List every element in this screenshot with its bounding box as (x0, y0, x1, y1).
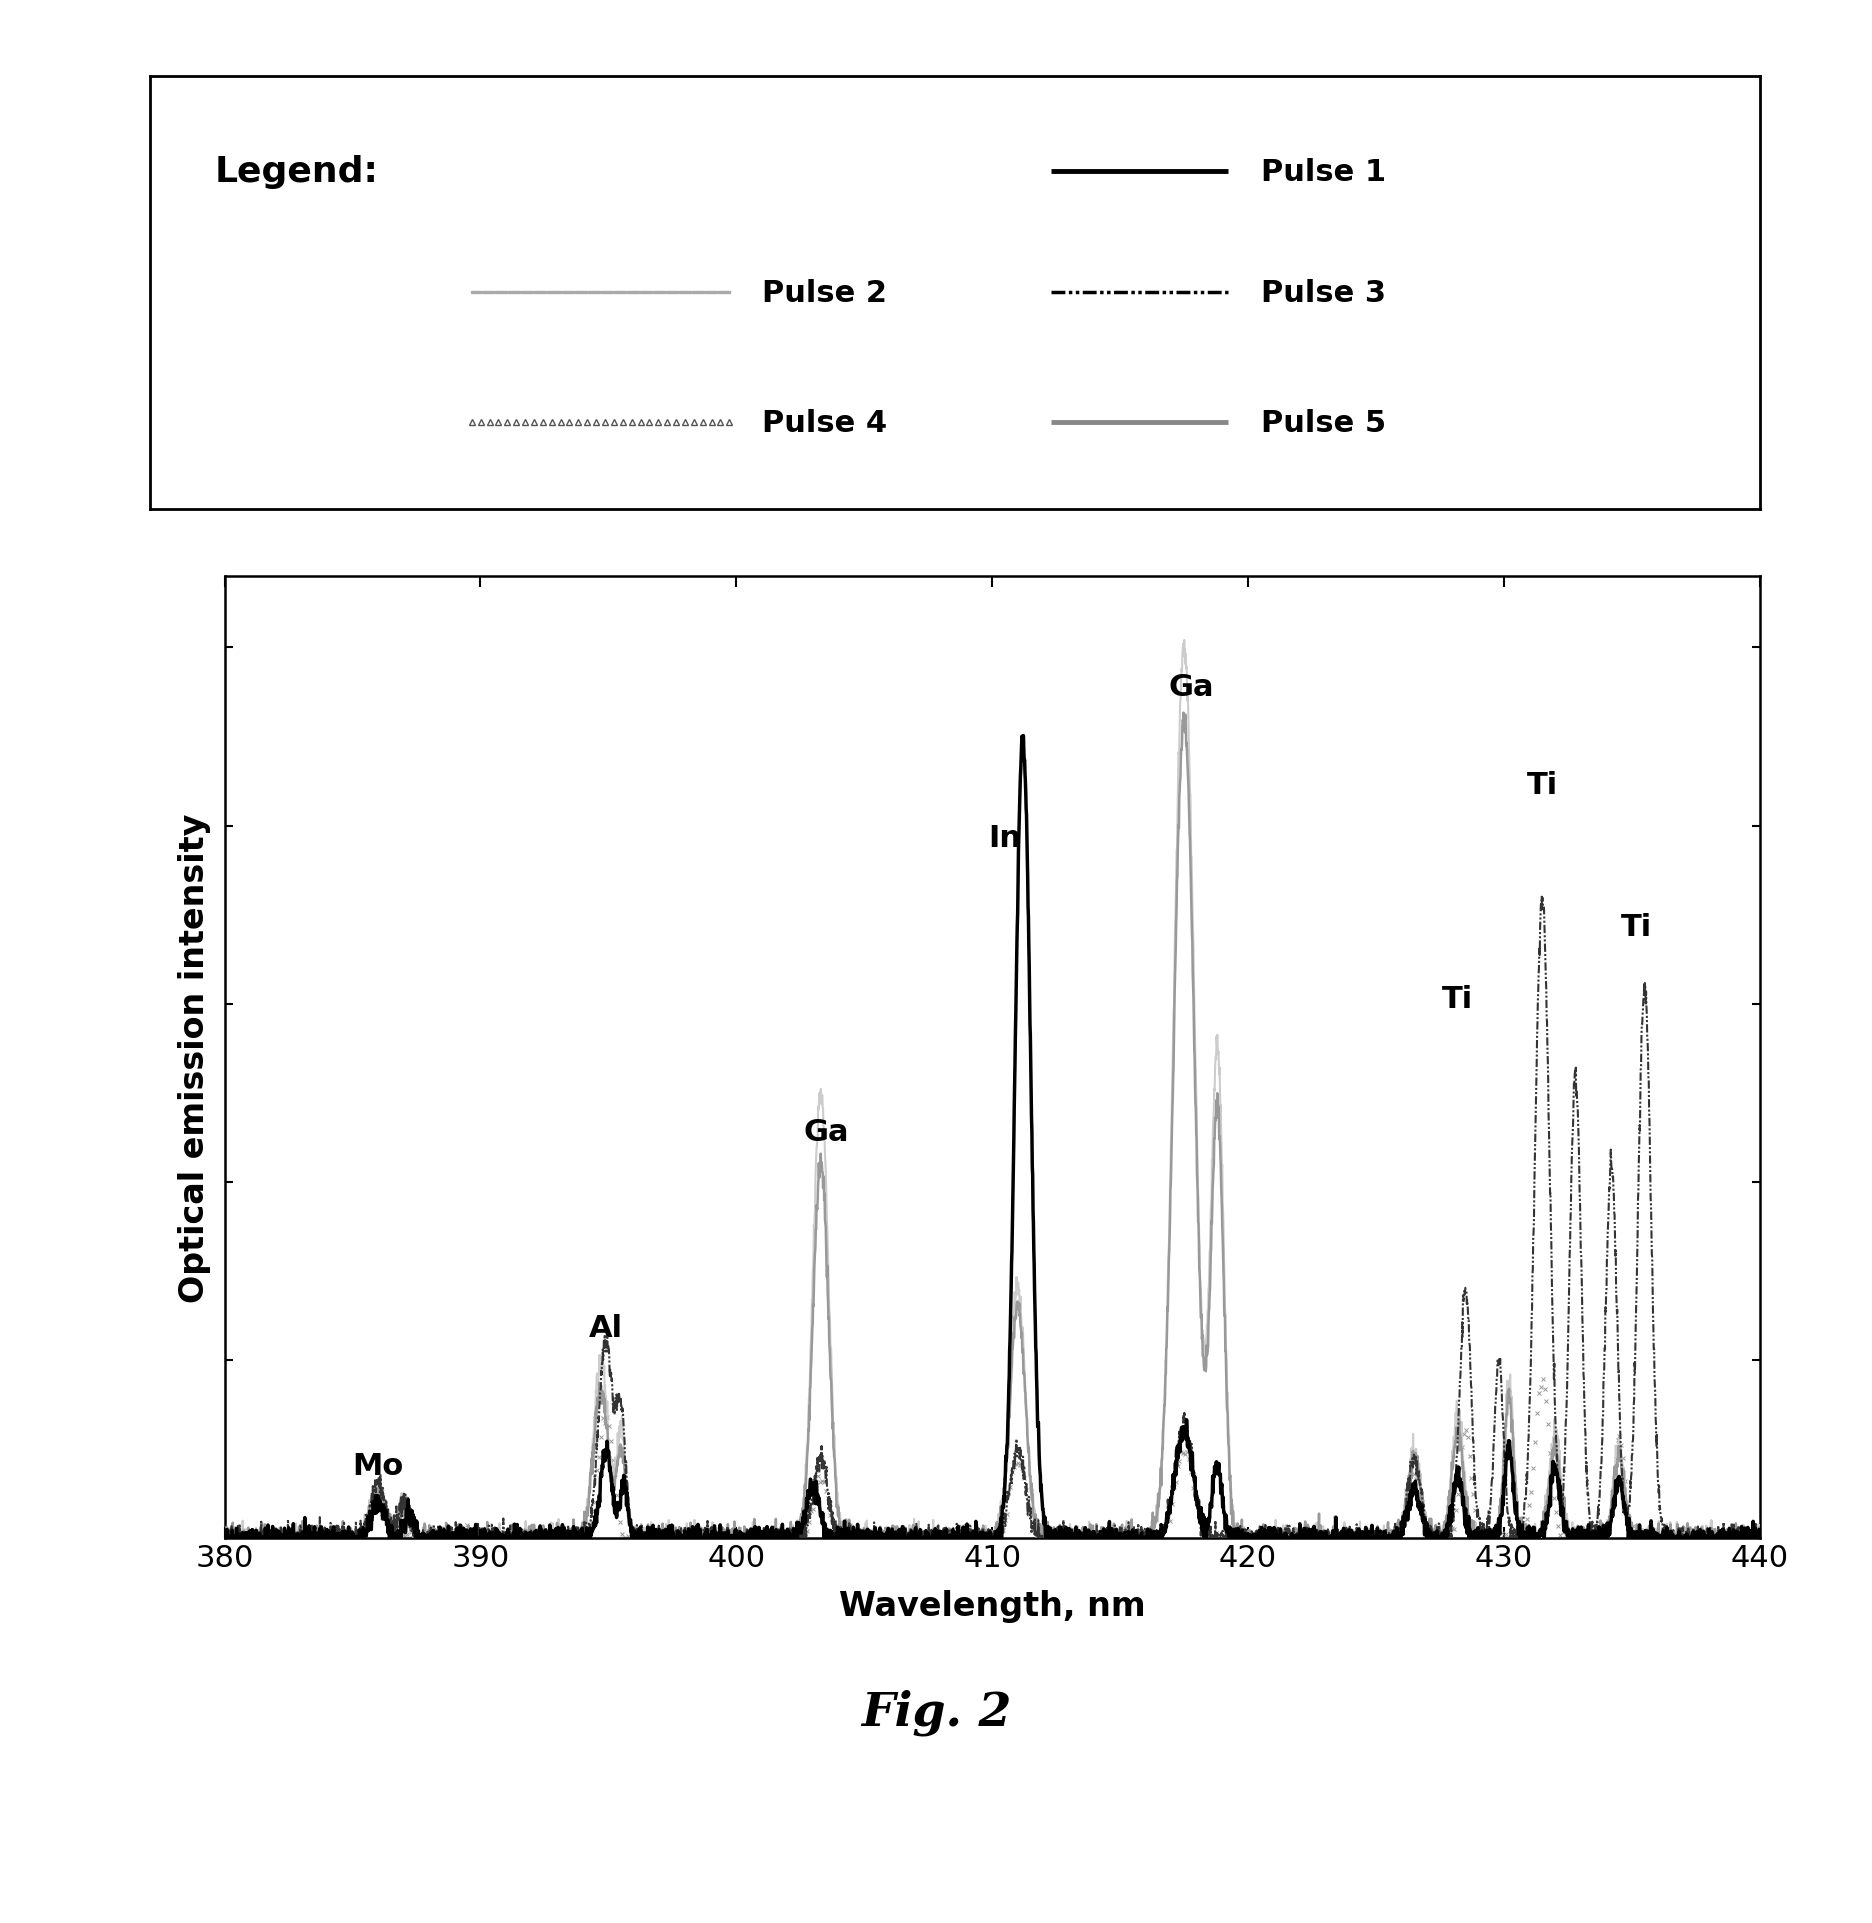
Text: Ga: Ga (803, 1117, 848, 1146)
Text: Al: Al (590, 1313, 623, 1342)
Text: Pulse 5: Pulse 5 (1260, 408, 1385, 438)
Text: Ga: Ga (1168, 673, 1215, 702)
Text: Pulse 1: Pulse 1 (1260, 158, 1385, 187)
Text: Mo: Mo (352, 1452, 404, 1481)
Y-axis label: Optical emission intensity: Optical emission intensity (178, 813, 212, 1302)
Text: Pulse 2: Pulse 2 (762, 279, 887, 308)
Text: Ti: Ti (1621, 913, 1653, 942)
Text: Pulse 3: Pulse 3 (1260, 279, 1385, 308)
Text: Ti: Ti (1441, 985, 1473, 1013)
Text: Legend:: Legend: (213, 156, 378, 188)
Text: Ti: Ti (1526, 771, 1558, 800)
Text: In: In (988, 823, 1022, 854)
Text: Pulse 4: Pulse 4 (762, 408, 887, 438)
X-axis label: Wavelength, nm: Wavelength, nm (839, 1588, 1146, 1621)
Text: Fig. 2: Fig. 2 (861, 1688, 1011, 1735)
